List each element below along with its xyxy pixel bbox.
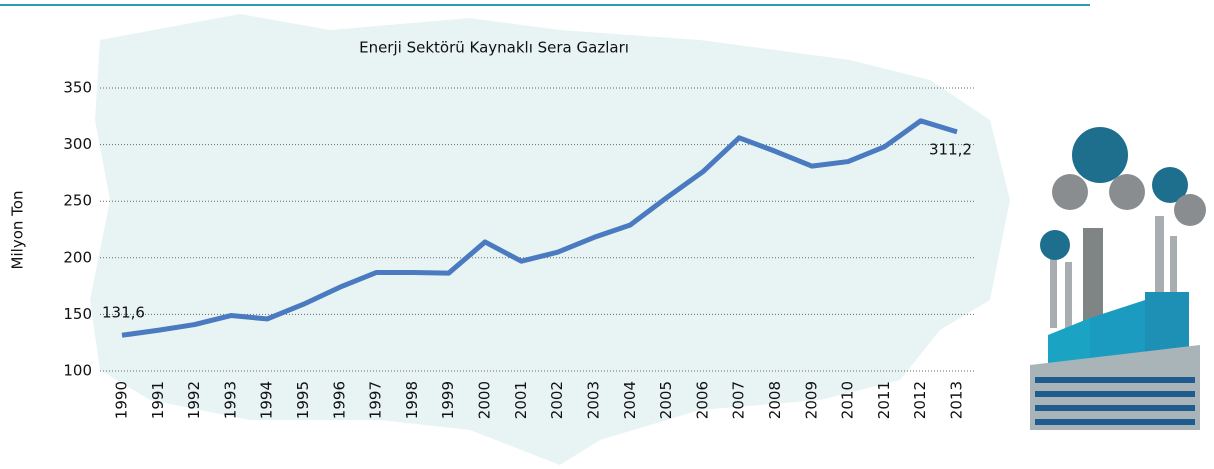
data-label: 311,2: [929, 140, 972, 158]
x-tick-label: 2006: [693, 381, 711, 419]
x-tick-label: 2008: [766, 381, 784, 419]
x-tick-label: 2005: [657, 381, 675, 419]
x-tick-label: 2009: [802, 381, 820, 419]
y-axis-label: Milyon Ton: [9, 191, 27, 270]
x-tick-label: 2010: [839, 381, 857, 419]
y-tick-label: 150: [63, 305, 92, 323]
x-tick-label: 1998: [403, 381, 421, 419]
x-tick-label: 2002: [548, 381, 566, 419]
y-tick-label: 100: [63, 362, 92, 380]
x-tick-label: 1992: [185, 381, 203, 419]
x-tick-label: 1995: [294, 381, 312, 419]
y-tick-label: 350: [63, 79, 92, 97]
x-tick-label: 2003: [584, 381, 602, 419]
x-tick-label: 1993: [221, 381, 239, 419]
x-tick-label: 2013: [948, 381, 966, 419]
x-tick-label: 2012: [911, 381, 929, 419]
y-tick-label: 200: [63, 248, 92, 266]
x-tick-label: 2011: [875, 381, 893, 419]
x-tick-label: 1997: [367, 381, 385, 419]
x-tick-label: 1991: [149, 381, 167, 419]
y-tick-label: 250: [63, 192, 92, 210]
x-tick-label: 1999: [439, 381, 457, 419]
x-tick-label: 2000: [476, 381, 494, 419]
y-tick-label: 300: [63, 135, 92, 153]
data-label: 131,6: [102, 304, 145, 322]
map-background: [90, 14, 1010, 465]
x-tick-label: 2004: [621, 381, 639, 419]
x-tick-label: 1994: [258, 381, 276, 419]
x-tick-label: 1996: [330, 381, 348, 419]
x-tick-label: 1990: [113, 381, 131, 419]
factory-illustration: [1030, 127, 1206, 430]
chart-title: Enerji Sektörü Kaynaklı Sera Gazları: [359, 39, 629, 57]
data-line: [121, 118, 958, 338]
x-tick-label: 2001: [512, 381, 530, 419]
x-tick-label: 2007: [730, 381, 748, 419]
